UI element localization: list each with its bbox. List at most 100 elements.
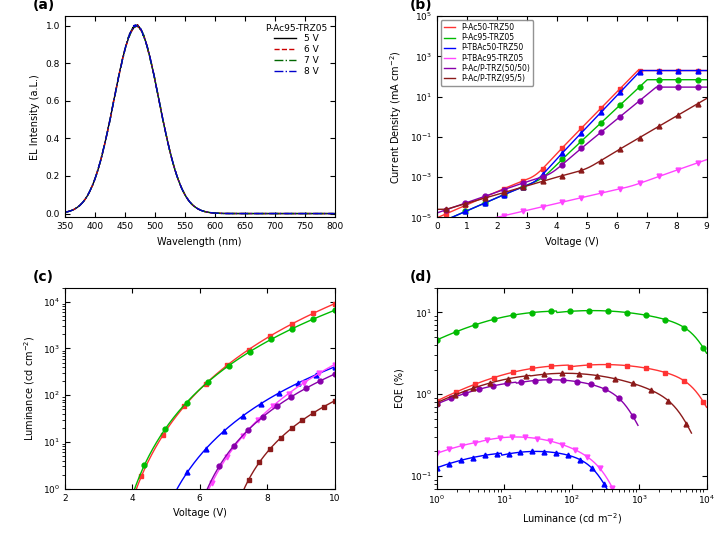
7 V xyxy=(130,23,138,29)
P-TBAc95-TRZ05 xyxy=(562,198,570,205)
P-Ac95-TRZ05 xyxy=(563,151,572,157)
7 V xyxy=(330,210,339,217)
Y-axis label: EL Intensity (a.L.): EL Intensity (a.L.) xyxy=(30,74,40,160)
Text: (b): (b) xyxy=(410,0,433,12)
P-Ac95-TRZ05 xyxy=(643,77,652,83)
8 V xyxy=(221,210,230,217)
P-TBAc50-TRZ50 xyxy=(696,67,705,74)
7 V xyxy=(242,210,250,217)
8 V xyxy=(130,23,138,30)
P-Ac95-TRZ05 xyxy=(562,153,570,159)
6 V xyxy=(183,195,192,202)
5 V xyxy=(183,195,192,201)
P-Ac/P-TRZ(50/50) xyxy=(655,84,663,90)
Y-axis label: EQE (%): EQE (%) xyxy=(394,368,404,408)
P-Ac95-TRZ05 xyxy=(702,77,711,83)
P-Ac/P-TRZ(95/5) xyxy=(702,95,711,102)
Legend: 5 V, 6 V, 7 V, 8 V: 5 V, 6 V, 7 V, 8 V xyxy=(262,21,330,78)
7 V xyxy=(61,209,69,216)
Line: P-Ac50-TRZ50: P-Ac50-TRZ50 xyxy=(438,71,707,217)
P-TBAc50-TRZ50 xyxy=(434,220,443,226)
P-TBAc50-TRZ50 xyxy=(563,144,572,151)
P-Ac/P-TRZ(95/5) xyxy=(579,166,588,173)
7 V xyxy=(183,195,192,202)
P-Ac/P-TRZ(50/50) xyxy=(562,158,570,165)
P-TBAc50-TRZ50 xyxy=(655,67,663,74)
Line: 5 V: 5 V xyxy=(65,25,335,213)
Line: P-TBAc95-TRZ05: P-TBAc95-TRZ05 xyxy=(438,160,707,223)
Line: P-Ac/P-TRZ(95/5): P-Ac/P-TRZ(95/5) xyxy=(438,98,707,209)
P-Ac95-TRZ05 xyxy=(434,220,443,226)
P-TBAc95-TRZ05 xyxy=(579,194,588,200)
7 V xyxy=(108,103,117,110)
X-axis label: Wavelength (nm): Wavelength (nm) xyxy=(157,237,242,247)
Y-axis label: Current Density (mA cm$^{-2}$): Current Density (mA cm$^{-2}$) xyxy=(389,50,404,184)
Line: P-TBAc50-TRZ50: P-TBAc50-TRZ50 xyxy=(438,71,707,223)
5 V xyxy=(226,210,235,217)
8 V xyxy=(108,104,117,110)
P-Ac/P-TRZ(95/5) xyxy=(593,159,602,166)
6 V xyxy=(108,103,117,110)
Text: (a): (a) xyxy=(32,0,55,12)
Line: P-Ac95-TRZ05: P-Ac95-TRZ05 xyxy=(438,80,707,223)
P-Ac50-TRZ50 xyxy=(696,67,705,74)
6 V xyxy=(133,22,142,28)
7 V xyxy=(265,210,273,217)
5 V xyxy=(61,209,69,216)
5 V xyxy=(108,104,117,110)
P-Ac95-TRZ05 xyxy=(579,136,588,142)
8 V xyxy=(265,210,273,217)
P-Ac/P-TRZ(50/50) xyxy=(653,84,661,90)
Line: 8 V: 8 V xyxy=(65,25,335,213)
6 V xyxy=(242,210,250,217)
P-Ac/P-TRZ(95/5) xyxy=(654,123,663,130)
P-TBAc50-TRZ50 xyxy=(593,112,602,118)
P-Ac/P-TRZ(50/50) xyxy=(563,157,572,163)
6 V xyxy=(220,210,229,217)
Line: 7 V: 7 V xyxy=(65,25,335,213)
P-Ac95-TRZ05 xyxy=(696,77,705,83)
8 V xyxy=(132,22,141,28)
8 V xyxy=(330,210,339,217)
P-TBAc95-TRZ05 xyxy=(702,156,711,163)
P-Ac95-TRZ05 xyxy=(655,77,663,83)
P-Ac/P-TRZ(95/5) xyxy=(696,99,704,105)
5 V xyxy=(130,24,138,30)
P-Ac/P-TRZ(95/5) xyxy=(562,172,570,178)
P-Ac/P-TRZ(50/50) xyxy=(696,84,705,90)
X-axis label: Luminance (cd m$^{-2}$): Luminance (cd m$^{-2}$) xyxy=(522,512,622,526)
Y-axis label: Luminance (cd cm$^{-2}$): Luminance (cd cm$^{-2}$) xyxy=(22,336,37,441)
8 V xyxy=(183,195,192,202)
P-Ac50-TRZ50 xyxy=(562,141,570,147)
Text: (d): (d) xyxy=(410,270,433,283)
P-Ac/P-TRZ(50/50) xyxy=(434,209,443,216)
P-Ac/P-TRZ(95/5) xyxy=(563,171,572,178)
Line: P-Ac/P-TRZ(50/50): P-Ac/P-TRZ(50/50) xyxy=(438,87,707,212)
P-Ac50-TRZ50 xyxy=(593,108,602,115)
P-TBAc95-TRZ05 xyxy=(696,159,704,165)
P-Ac50-TRZ50 xyxy=(563,139,572,146)
P-Ac50-TRZ50 xyxy=(702,67,711,74)
P-Ac50-TRZ50 xyxy=(634,67,642,74)
P-TBAc50-TRZ50 xyxy=(579,128,588,134)
P-TBAc95-TRZ05 xyxy=(593,191,602,197)
X-axis label: Voltage (V): Voltage (V) xyxy=(545,237,598,247)
P-TBAc50-TRZ50 xyxy=(637,67,645,74)
6 V xyxy=(61,209,69,216)
P-TBAc50-TRZ50 xyxy=(702,67,711,74)
8 V xyxy=(242,210,250,217)
P-Ac/P-TRZ(50/50) xyxy=(593,131,602,138)
6 V xyxy=(226,210,235,217)
P-Ac50-TRZ50 xyxy=(579,123,588,129)
5 V xyxy=(330,210,339,217)
6 V xyxy=(130,23,138,29)
X-axis label: Voltage (V): Voltage (V) xyxy=(173,508,226,518)
Line: 6 V: 6 V xyxy=(65,25,335,213)
P-TBAc95-TRZ05 xyxy=(654,173,663,180)
P-Ac50-TRZ50 xyxy=(434,214,443,220)
7 V xyxy=(131,22,139,28)
5 V xyxy=(220,210,229,217)
P-Ac50-TRZ50 xyxy=(655,67,663,74)
P-TBAc95-TRZ05 xyxy=(563,198,572,204)
5 V xyxy=(133,22,142,28)
